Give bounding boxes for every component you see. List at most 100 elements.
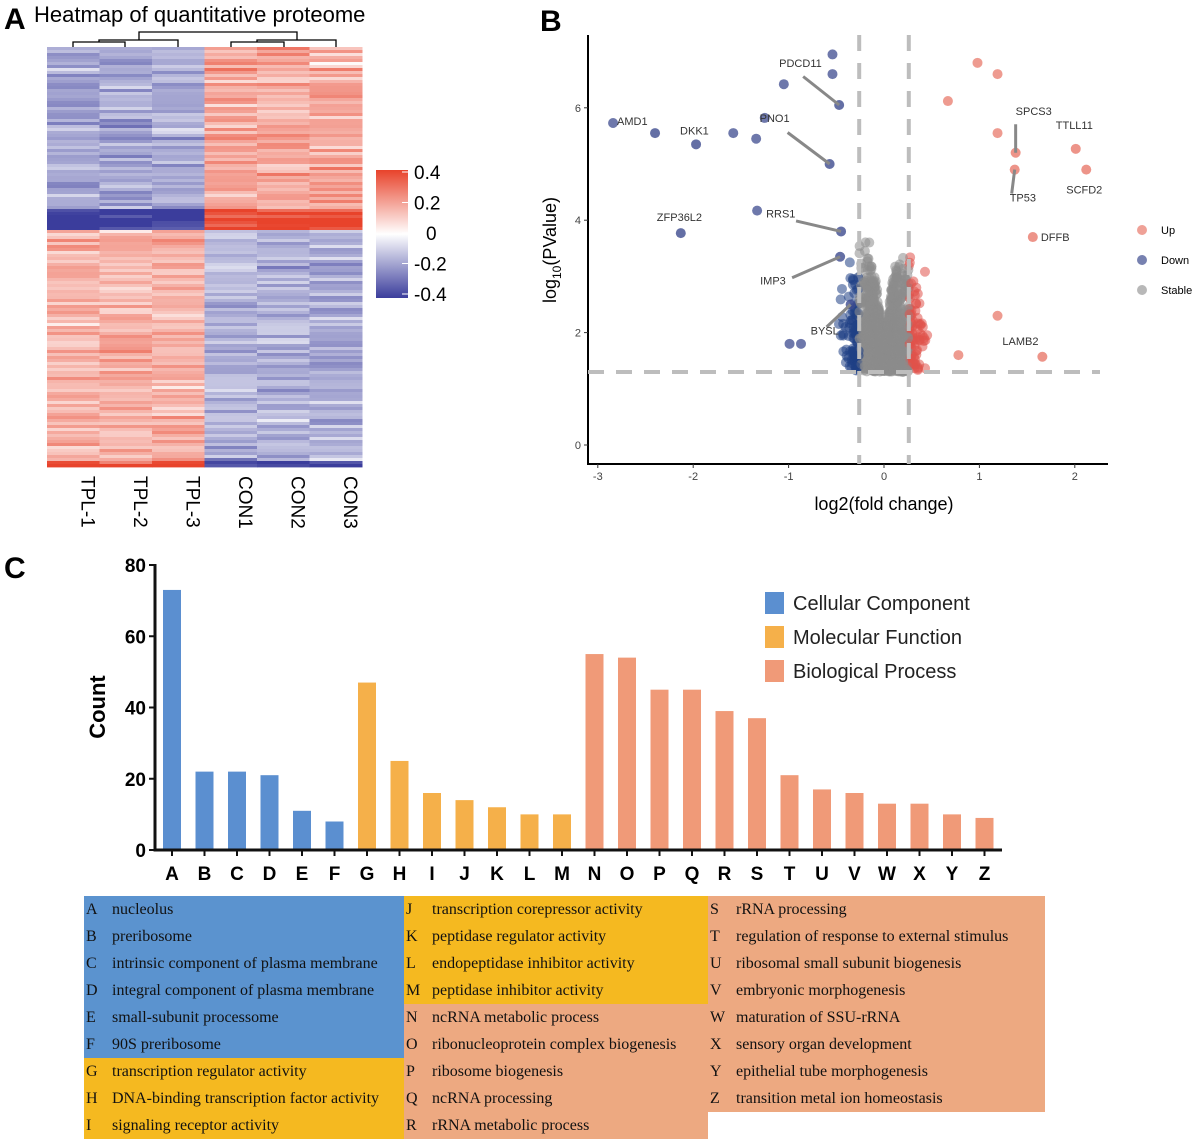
go-term-key: Y [710, 1063, 722, 1080]
dendrogram-branch [230, 41, 285, 47]
x-tick-label: C [230, 864, 244, 885]
heatmap-cell [99, 434, 153, 438]
heatmap-cell [152, 251, 205, 255]
heatmap-cell [47, 119, 100, 123]
heatmap-cell [99, 269, 153, 273]
heatmap-cell [152, 218, 205, 222]
heatmap-cell [309, 149, 363, 153]
heatmap-cell [257, 413, 310, 417]
heatmap-cell [99, 368, 153, 372]
colorbar-tick-label: -0.2 [414, 255, 447, 276]
data-point [869, 277, 880, 288]
heatmap-cell [257, 302, 310, 306]
heatmap-cell [99, 314, 153, 318]
heatmap-cell [99, 179, 153, 183]
heatmap-cell [152, 185, 205, 189]
heatmap-cell [152, 431, 205, 435]
heatmap-cell [309, 215, 363, 219]
heatmap-cell [99, 425, 153, 429]
heatmap-cell [47, 128, 100, 132]
dendrogram-branch [138, 31, 298, 40]
heatmap-cell [47, 47, 100, 51]
heatmap-cell [99, 299, 153, 303]
heatmap-cell [309, 464, 363, 468]
heatmap-cell [99, 173, 153, 177]
heatmap-cell [47, 194, 100, 198]
heatmap-cell [152, 263, 205, 267]
heatmap-cell [204, 320, 258, 324]
heatmap-cell [47, 314, 100, 318]
heatmap-cell [47, 170, 100, 174]
bar-W [878, 803, 896, 850]
heatmap-cell [47, 89, 100, 93]
heatmap-cell [152, 464, 205, 468]
heatmap-cell [152, 302, 205, 306]
heatmap-cell [152, 437, 205, 441]
heatmap-cell [99, 464, 153, 468]
heatmap-cell [99, 278, 153, 282]
heatmap-cell [257, 62, 310, 66]
heatmap-cell [309, 86, 363, 90]
heatmap-cell [257, 233, 310, 237]
heatmap-cell [309, 248, 363, 252]
x-tick-label: A [165, 864, 179, 885]
heatmap-cell [309, 341, 363, 345]
heatmap-cell [257, 293, 310, 297]
heatmap-cell [204, 104, 258, 108]
heatmap-cell [152, 335, 205, 339]
heatmap: TPL-1 TPL-2 TPL-3 CON1 CON2 CON3 0.4 0.2 0 -0.2 -0… [47, 31, 447, 529]
heatmap-cell [47, 203, 100, 207]
heatmap-cell [152, 449, 205, 453]
data-point [917, 321, 928, 332]
heatmap-cell [152, 161, 205, 165]
legend-marker-stable [1137, 285, 1147, 295]
heatmap-cell [309, 428, 363, 432]
heatmap-cell [152, 68, 205, 72]
heatmap-cell [47, 53, 100, 57]
heatmap-cell [47, 413, 100, 417]
heatmap-cell [257, 92, 310, 96]
heatmap-cell [204, 380, 258, 384]
heatmap-cell [99, 362, 153, 366]
heatmap-cell [257, 218, 310, 222]
heatmap-cell [152, 461, 205, 465]
heatmap-cell [204, 272, 258, 276]
heatmap-cell [99, 458, 153, 462]
heatmap-cell [152, 269, 205, 273]
heatmap-cell [152, 167, 205, 171]
heatmap-cell [99, 56, 153, 60]
heatmap-cell [309, 113, 363, 117]
heatmap-cell [204, 407, 258, 411]
heatmap-cell [99, 392, 153, 396]
heatmap-cell [309, 449, 363, 453]
x-tick-label: W [878, 864, 896, 885]
x-tick-label: B [198, 864, 212, 885]
heatmap-cell [152, 266, 205, 270]
heatmap-cell [99, 386, 153, 390]
go-term-row: F 90S preribosome [84, 1031, 404, 1058]
heatmap-cell [47, 80, 100, 84]
heatmap-cell [99, 74, 153, 78]
heatmap-cell [99, 134, 153, 138]
heatmap-cell [47, 86, 100, 90]
heatmap-cell [204, 281, 258, 285]
heatmap-cell [99, 239, 153, 243]
heatmap-cell [204, 209, 258, 213]
go-term-row: H DNA-binding transcription factor activi… [84, 1085, 404, 1112]
x-tick-label: -2 [688, 471, 698, 483]
heatmap-cell [257, 431, 310, 435]
bar-O [618, 657, 636, 850]
data-point [886, 292, 897, 303]
heatmap-cell [204, 116, 258, 120]
label-connector [786, 131, 831, 166]
heatmap-cell [99, 443, 153, 447]
heatmap-cell [47, 236, 100, 240]
heatmap-cell [47, 206, 100, 210]
heatmap-cell [47, 59, 100, 63]
heatmap-cell [257, 212, 310, 216]
heatmap-cell [152, 347, 205, 351]
heatmap-cell [47, 293, 100, 297]
